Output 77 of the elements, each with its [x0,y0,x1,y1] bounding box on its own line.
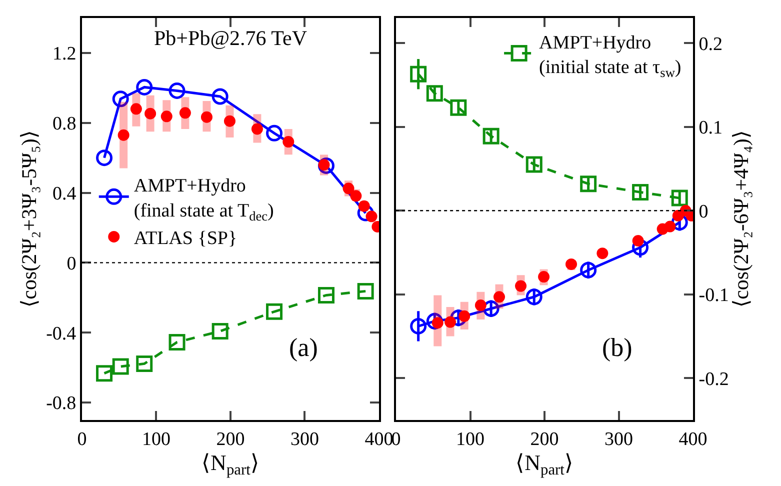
x-tick-label: 100 [456,428,485,450]
annotation: (b) [602,333,632,362]
point [266,124,283,142]
point [342,182,354,194]
point [482,128,500,144]
point [482,300,500,317]
x-axis-title: ⟨N$_{part}$⟩ [516,450,574,478]
point [426,85,443,102]
point [224,115,236,127]
point [212,322,228,340]
point [526,288,542,306]
annotation: (a) [289,333,318,362]
y2-tick-label: 0.1 [698,118,723,139]
point [112,90,129,108]
point [168,334,186,350]
point [251,123,263,135]
y-axis-title: ⟨cos(2Ψ₂+3Ψ₃-5Ψ₅)⟩ [16,130,41,308]
point [632,239,649,256]
point [136,78,153,96]
legend-label: AMPT+Hydro (final state at T$_{dec}$) [134,176,274,224]
legend-label: AMPT+Hydro (initial state at τ$_{sw}$) [539,32,682,80]
point [515,280,527,292]
point [474,300,486,312]
legend-label: ATLAS {SP} [134,228,238,250]
point [671,190,688,206]
point [671,214,688,231]
point [200,111,212,123]
point [144,108,156,120]
y-tick-label: 0 [66,253,76,274]
point [426,312,443,330]
point [282,136,294,148]
point [130,103,142,115]
point [266,303,283,320]
y2-tick-label: 0.2 [698,34,723,55]
point [179,107,191,119]
point [632,184,649,200]
point [538,271,550,283]
x-tick-label: 200 [530,428,559,450]
point [168,82,186,99]
point [136,355,153,372]
y-tick-label: 0.4 [52,183,77,204]
point [112,358,129,375]
y2-tick-label: -0.1 [698,285,729,306]
y-tick-label: 1.2 [52,44,76,65]
point [444,316,456,328]
point [318,157,334,174]
x-tick-label: 400 [364,428,394,450]
point [580,176,597,192]
x-tick-label: 300 [290,428,319,450]
point [96,365,113,382]
x-tick-label: 200 [216,428,245,450]
point [357,282,374,300]
point [118,129,130,141]
point [212,88,228,105]
point [96,150,113,166]
point [410,66,427,82]
y-tick-label: 0.8 [52,114,76,135]
point [350,190,362,202]
y2-tick-label: 0 [698,201,708,222]
point [160,110,172,122]
point [494,291,505,303]
y-tick-label: -0.8 [46,393,76,414]
annotation: Pb+Pb@2.76 TeV [154,26,308,50]
point [410,318,427,334]
y-tick-label: -0.4 [46,323,77,344]
x-tick-label: 400 [678,428,708,450]
x-tick-label: 100 [142,428,170,450]
x-tick-label: 0 [391,428,401,450]
x-tick-label: 300 [604,428,634,450]
x-axis-title: ⟨N$_{part}$⟩ [202,450,260,478]
y2-axis-title: ⟨cos(2Ψ₂-6Ψ₃+4Ψ₄)⟩ [728,130,753,308]
point [450,99,467,116]
y2-tick-label: -0.2 [698,368,729,390]
point [458,310,470,322]
point [526,156,542,173]
point [318,286,334,304]
point [580,262,597,278]
